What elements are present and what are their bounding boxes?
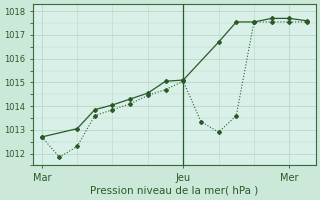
X-axis label: Pression niveau de la mer( hPa ): Pression niveau de la mer( hPa ) — [90, 186, 259, 196]
